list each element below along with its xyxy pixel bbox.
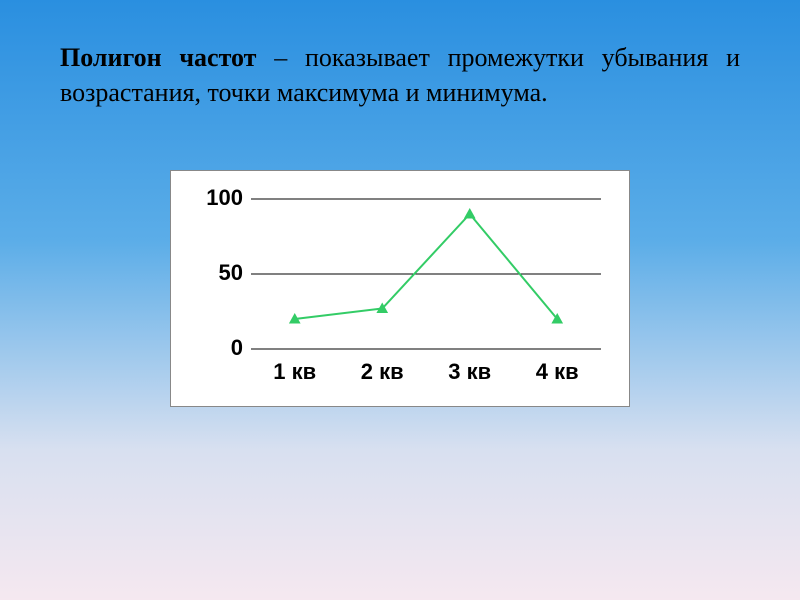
heading-bold: Полигон частот bbox=[60, 43, 256, 72]
frequency-polygon-chart: 0 50 100 1 кв 2 кв 3 кв 4 кв bbox=[191, 189, 611, 394]
xtick-label: 4 кв bbox=[536, 359, 579, 384]
xtick-label: 2 кв bbox=[361, 359, 404, 384]
ytick-label: 0 bbox=[231, 335, 243, 360]
xtick-label: 3 кв bbox=[448, 359, 491, 384]
ytick-label: 100 bbox=[206, 189, 243, 210]
data-marker bbox=[465, 209, 475, 218]
series-line bbox=[295, 214, 558, 319]
slide: Полигон частот – показывает промежутки у… bbox=[0, 0, 800, 600]
ytick-label: 50 bbox=[219, 260, 243, 285]
chart-container: 0 50 100 1 кв 2 кв 3 кв 4 кв bbox=[170, 170, 630, 407]
xtick-label: 1 кв bbox=[273, 359, 316, 384]
heading-text: Полигон частот – показывает промежутки у… bbox=[60, 40, 740, 110]
